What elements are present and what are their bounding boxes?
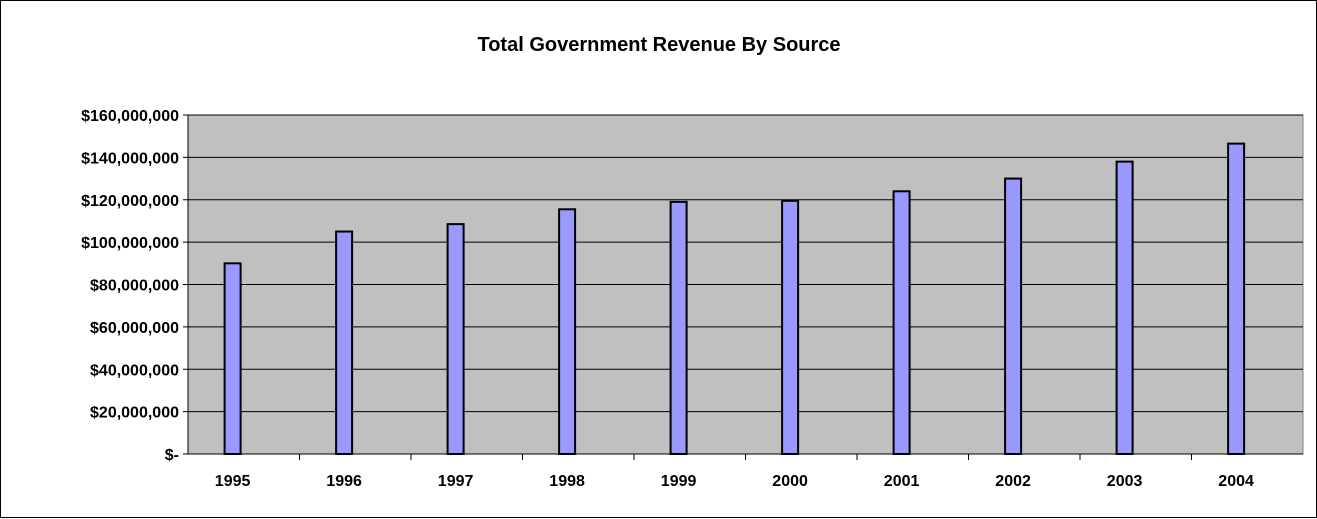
y-tick-label: $-	[165, 447, 179, 464]
x-tick-label: 2000	[772, 473, 808, 490]
y-tick-label: $20,000,000	[90, 405, 179, 422]
x-tick-label: 2001	[884, 473, 920, 490]
bar-1996	[335, 230, 354, 455]
bar-2000	[781, 199, 800, 455]
bar-2003	[1115, 160, 1134, 456]
axes	[183, 114, 1303, 460]
x-tick-label: 1999	[661, 473, 697, 490]
chart-title: Total Government Revenue By Source	[477, 34, 840, 56]
y-tick-labels: $- $20,000,000 $40,000,000 $60,000,000 $80,0…	[81, 108, 179, 464]
x-tick-label: 1997	[438, 473, 474, 490]
x-tick-label: 1998	[549, 473, 585, 490]
bar-2004	[1227, 142, 1246, 455]
bars	[223, 142, 1246, 456]
x-tick-label: 2003	[1107, 473, 1143, 490]
y-tick-label: $100,000,000	[81, 235, 179, 252]
y-tick-label: $140,000,000	[81, 150, 179, 167]
y-tick-label: $60,000,000	[90, 320, 179, 337]
bar-1997	[446, 223, 465, 455]
bar-2001	[892, 190, 911, 455]
y-tick-label: $160,000,000	[81, 108, 179, 125]
y-tick-label: $80,000,000	[90, 278, 179, 295]
y-tick-label: $40,000,000	[90, 362, 179, 379]
x-tick-labels: 1995 1996 1997 1998 1999 2000 2001 2002 2003 2004	[215, 473, 1254, 490]
y-tick-label: $120,000,000	[81, 193, 179, 210]
x-tick-label: 1995	[215, 473, 251, 490]
x-tick-label: 1996	[326, 473, 362, 490]
x-tick-label: 2002	[995, 473, 1031, 490]
x-tick-label: 2004	[1218, 473, 1254, 490]
bar-1998	[558, 208, 577, 455]
bar-2002	[1004, 177, 1023, 455]
bar-1995	[223, 262, 242, 455]
bar-1999	[669, 200, 688, 455]
